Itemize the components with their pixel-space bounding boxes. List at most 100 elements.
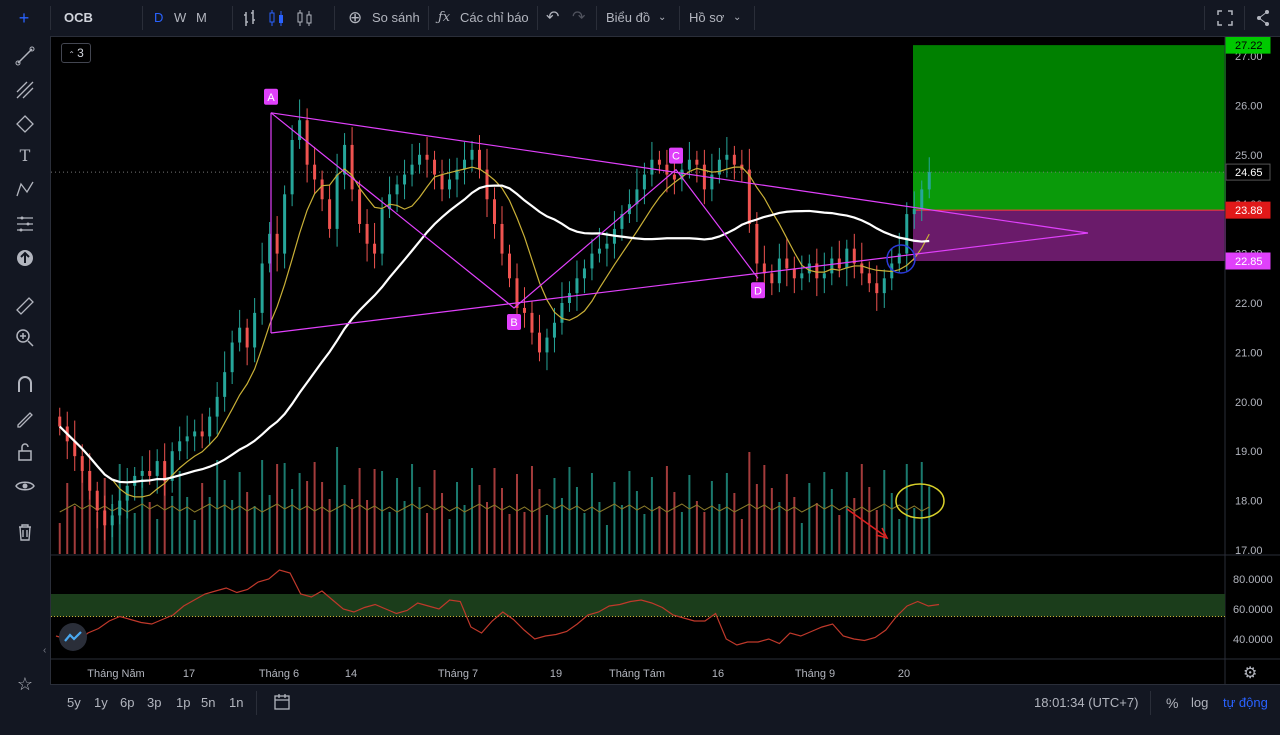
candle-body xyxy=(193,431,197,437)
candle-body xyxy=(927,172,931,190)
pitchfork-icon[interactable] xyxy=(13,78,37,102)
trend-line-icon[interactable] xyxy=(13,44,37,68)
prediction-tool-icon[interactable] xyxy=(13,212,37,236)
redo-icon[interactable]: ↷ xyxy=(572,9,586,26)
volume-bar xyxy=(875,510,878,554)
divider xyxy=(1150,691,1151,715)
time-axis-label: Tháng Năm xyxy=(87,668,144,680)
auto-scale-toggle[interactable]: tự động xyxy=(1223,695,1268,710)
volume-bar xyxy=(823,472,826,554)
volume-bar xyxy=(590,473,593,554)
volume-bar xyxy=(186,497,189,554)
volume-bar xyxy=(156,519,159,554)
interval-m-button[interactable]: M xyxy=(196,10,207,25)
share-icon[interactable] xyxy=(1255,0,1271,36)
candle-body xyxy=(590,253,594,269)
range-6m-button[interactable]: 6p xyxy=(120,695,135,710)
rsi-axis-tick: 40.0000 xyxy=(1233,634,1273,646)
undo-icon[interactable]: ↶ xyxy=(546,9,560,26)
chart-type-dropdown[interactable]: Biểu đồ xyxy=(606,0,650,36)
favorites-star-icon[interactable]: ☆ xyxy=(16,674,34,694)
chart-area[interactable]: A B C D 80.0000 60.0000 40.0000 27.00 26.00 25.0… xyxy=(43,36,1280,684)
volume-bar xyxy=(313,462,316,554)
range-3m-button[interactable]: 3p xyxy=(147,695,162,710)
volume-bar xyxy=(913,508,916,554)
range-1d-button[interactable]: 1n xyxy=(229,695,244,710)
lock-drawing-icon[interactable] xyxy=(13,406,37,430)
brush-shapes-icon[interactable] xyxy=(13,112,37,136)
percent-toggle[interactable]: % xyxy=(1166,695,1179,711)
candle-body xyxy=(268,233,272,264)
volume-bar xyxy=(643,514,646,554)
candle-body xyxy=(687,159,691,170)
unlock-icon[interactable] xyxy=(13,440,37,464)
magnet-icon[interactable] xyxy=(13,372,37,396)
volume-bar xyxy=(343,485,346,554)
fullscreen-icon[interactable] xyxy=(1216,0,1234,36)
volume-bar xyxy=(366,500,369,554)
price-chart[interactable]: A B C D 80.0000 60.0000 40.0000 27.00 26.00 25.0… xyxy=(51,36,1280,684)
trash-icon[interactable] xyxy=(13,520,37,544)
interval-w-button[interactable]: W xyxy=(174,10,187,25)
divider xyxy=(596,6,597,30)
divider xyxy=(428,6,429,30)
indicators-button[interactable]: Các chỉ báo xyxy=(460,10,529,25)
compare-button[interactable]: So sánh xyxy=(372,10,420,25)
candle-body xyxy=(73,441,77,457)
pattern-tool-icon[interactable] xyxy=(13,178,37,202)
drawing-toolbar: T ☆ xyxy=(0,36,51,720)
range-1y-button[interactable]: 1y xyxy=(94,695,108,710)
candle-body xyxy=(283,194,287,254)
volume-bar xyxy=(358,468,361,554)
candle-body xyxy=(433,159,437,175)
icons-tool-icon[interactable] xyxy=(13,246,37,270)
target-price-badge-bg xyxy=(1225,36,1271,54)
eye-icon[interactable] xyxy=(13,474,37,498)
volume-bar xyxy=(530,466,533,554)
crosshair-icon[interactable]: + xyxy=(18,8,30,28)
volume-bar xyxy=(748,452,751,554)
volume-bar xyxy=(268,495,271,554)
volume-bar xyxy=(538,489,541,554)
legend-toggle[interactable]: ⌃ 3 xyxy=(61,43,91,63)
volume-bar xyxy=(351,499,354,554)
interval-d-button[interactable]: D xyxy=(154,10,164,25)
hollow-candles-icon[interactable] xyxy=(296,0,314,36)
candle-body xyxy=(650,159,654,175)
volume-bar xyxy=(178,471,181,554)
volume-bar xyxy=(545,515,548,554)
candle-body xyxy=(343,144,347,175)
indicators-icon[interactable]: ƒx xyxy=(438,10,451,25)
ruler-icon[interactable] xyxy=(13,294,37,318)
volume-bar xyxy=(208,497,211,554)
volume-bar xyxy=(328,499,331,554)
text-tool-icon[interactable]: T xyxy=(19,146,31,165)
zoom-in-icon[interactable] xyxy=(13,326,37,350)
range-5y-button[interactable]: 5y xyxy=(67,695,81,710)
candles-icon[interactable] xyxy=(268,0,286,36)
candle-body xyxy=(358,189,362,224)
price-axis-tick: 26.00 xyxy=(1235,100,1263,112)
volume-bar xyxy=(793,497,796,554)
clock-time[interactable]: 18:01:34 (UTC+7) xyxy=(1034,695,1139,710)
candle-body xyxy=(582,268,586,279)
range-5d-button[interactable]: 5n xyxy=(201,695,216,710)
tradingview-logo-icon[interactable] xyxy=(59,623,87,651)
candle-body xyxy=(605,243,609,249)
symbol-search[interactable]: OCB xyxy=(64,10,93,25)
candle-body xyxy=(365,223,369,244)
candle-body xyxy=(260,263,264,313)
log-toggle[interactable]: log xyxy=(1191,695,1209,710)
candle-body xyxy=(500,223,504,254)
settings-gear-icon[interactable]: ⚙ xyxy=(1243,665,1258,682)
volume-bar xyxy=(598,502,601,554)
range-1m-button[interactable]: 1p xyxy=(176,695,191,710)
candle-body xyxy=(762,263,766,274)
profile-dropdown[interactable]: Hồ sơ xyxy=(689,0,724,36)
volume-bar xyxy=(725,473,728,554)
collapse-arrow-icon[interactable]: ‹ xyxy=(43,645,47,656)
bar-chart-icon[interactable] xyxy=(242,0,258,36)
candle-body xyxy=(455,169,459,180)
plus-circle-icon[interactable]: ⊕ xyxy=(348,8,363,27)
calendar-icon[interactable] xyxy=(274,685,290,721)
